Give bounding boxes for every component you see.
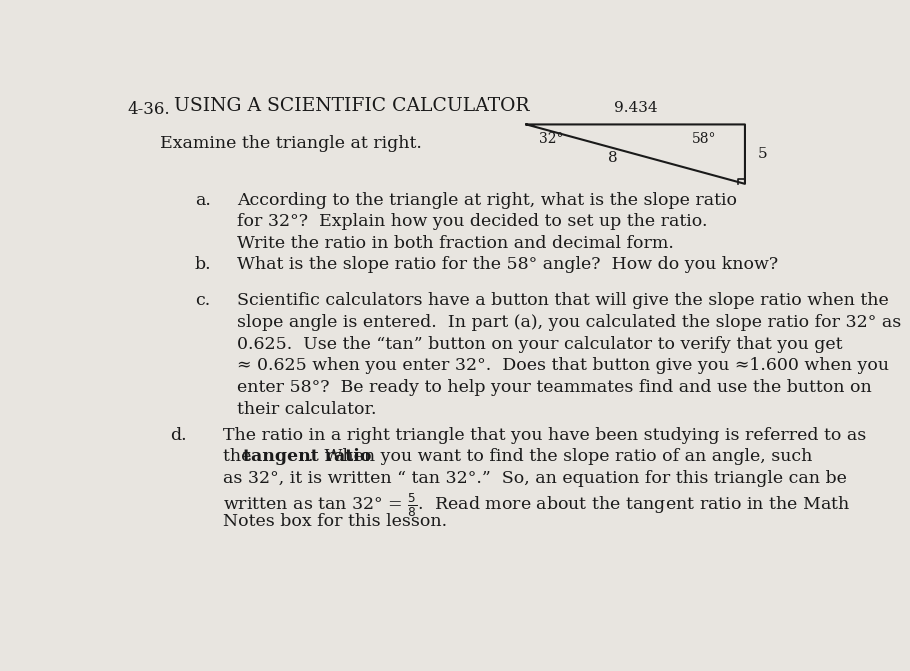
Text: Notes box for this lesson.: Notes box for this lesson.	[223, 513, 447, 531]
Text: .  When you want to find the slope ratio of an angle, such: . When you want to find the slope ratio …	[308, 448, 813, 466]
Text: 8: 8	[609, 151, 618, 165]
Text: According to the triangle at right, what is the slope ratio: According to the triangle at right, what…	[238, 192, 737, 209]
Text: The ratio in a right triangle that you have been studying is referred to as: The ratio in a right triangle that you h…	[223, 427, 866, 444]
Text: enter 58°?  Be ready to help your teammates find and use the button on: enter 58°? Be ready to help your teammat…	[238, 379, 872, 396]
Text: tangent ratio: tangent ratio	[243, 448, 371, 466]
Text: b.: b.	[195, 256, 211, 273]
Text: Scientific calculators have a button that will give the slope ratio when the: Scientific calculators have a button tha…	[238, 293, 889, 309]
Text: What is the slope ratio for the 58° angle?  How do you know?: What is the slope ratio for the 58° angl…	[238, 256, 778, 273]
Text: d.: d.	[170, 427, 187, 444]
Text: a.: a.	[195, 192, 211, 209]
Text: slope angle is entered.  In part (a), you calculated the slope ratio for 32° as: slope angle is entered. In part (a), you…	[238, 314, 902, 331]
Text: Examine the triangle at right.: Examine the triangle at right.	[159, 135, 421, 152]
Text: their calculator.: their calculator.	[238, 401, 377, 418]
Text: c.: c.	[195, 293, 210, 309]
Text: for 32°?  Explain how you decided to set up the ratio.: for 32°? Explain how you decided to set …	[238, 213, 708, 230]
Text: ≈ 0.625 when you enter 32°.  Does that button give you ≈1.600 when you: ≈ 0.625 when you enter 32°. Does that bu…	[238, 358, 889, 374]
Text: 0.625.  Use the “tan” button on your calculator to verify that you get: 0.625. Use the “tan” button on your calc…	[238, 336, 843, 353]
Text: as 32°, it is written “ tan 32°.”  So, an equation for this triangle can be: as 32°, it is written “ tan 32°.” So, an…	[223, 470, 847, 487]
Text: 32°: 32°	[539, 132, 563, 146]
Text: the: the	[223, 448, 257, 466]
Text: written as tan 32° = $\frac{5}{8}$.  Read more about the tangent ratio in the Ma: written as tan 32° = $\frac{5}{8}$. Read…	[223, 492, 851, 519]
Text: USING A SCIENTIFIC CALCULATOR: USING A SCIENTIFIC CALCULATOR	[174, 97, 530, 115]
Text: 58°: 58°	[693, 132, 716, 146]
Text: 9.434: 9.434	[614, 101, 657, 115]
Text: 5: 5	[758, 147, 767, 161]
Text: 4-36.: 4-36.	[127, 101, 170, 118]
Text: Write the ratio in both fraction and decimal form.: Write the ratio in both fraction and dec…	[238, 235, 674, 252]
